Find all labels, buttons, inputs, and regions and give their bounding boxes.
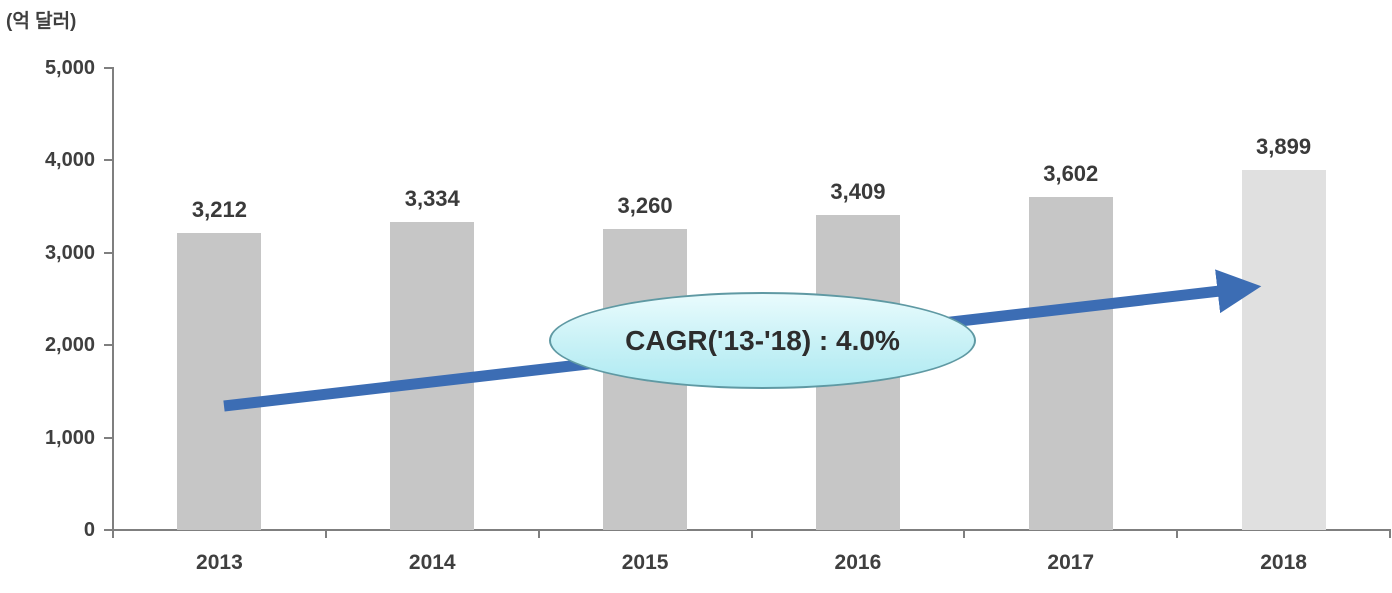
x-tick-label-2016: 2016 [834, 551, 882, 574]
bar-2014 [390, 221, 475, 530]
x-tick-mark [750, 531, 753, 538]
y-tick-mark [104, 251, 112, 254]
bar-2017 [1028, 197, 1113, 530]
x-axis-line [112, 529, 1391, 531]
y-tick-label: 5,000 [44, 57, 95, 79]
x-tick-mark [1389, 531, 1391, 538]
cagr-ellipse: CAGR('13-'18) : 4.0% [549, 292, 976, 389]
y-tick-label: 4,000 [44, 149, 95, 172]
x-tick-label-2014: 2014 [408, 551, 456, 574]
bar-value-label-2013: 3,212 [191, 197, 247, 223]
x-tick-mark [537, 531, 540, 538]
x-tick-mark [1176, 531, 1179, 538]
x-tick-mark [324, 531, 327, 538]
x-tick-mark [112, 531, 114, 538]
x-tick-label-2017: 2017 [1047, 551, 1095, 574]
y-axis-line [112, 67, 114, 531]
y-tick-mark [104, 529, 112, 531]
bar-value-label-2015: 3,260 [617, 192, 673, 218]
bar-value-label-2018: 3,899 [1256, 133, 1312, 159]
y-tick-label: 3,000 [44, 241, 95, 264]
y-tick-mark [104, 344, 112, 347]
y-tick-label: 1,000 [44, 426, 95, 449]
bar-2013 [177, 233, 262, 530]
x-tick-label-2015: 2015 [621, 551, 669, 574]
x-tick-mark [963, 531, 966, 538]
cagr-label: CAGR('13-'18) : 4.0% [625, 324, 900, 356]
y-tick-mark [104, 436, 112, 439]
y-tick-label: 0 [83, 519, 95, 541]
y-tick-mark [104, 67, 112, 69]
bar-value-label-2014: 3,334 [404, 185, 460, 211]
x-tick-label-2018: 2018 [1260, 551, 1307, 574]
bar-value-label-2017: 3,602 [1043, 161, 1099, 187]
y-tick-mark [104, 159, 112, 162]
bar-2018 [1241, 169, 1326, 530]
x-tick-label-2013: 2013 [196, 551, 243, 574]
y-tick-label: 2,000 [44, 334, 95, 357]
y-axis-unit-label: (억 달러) [6, 11, 77, 32]
bar-value-label-2016: 3,409 [830, 179, 886, 204]
